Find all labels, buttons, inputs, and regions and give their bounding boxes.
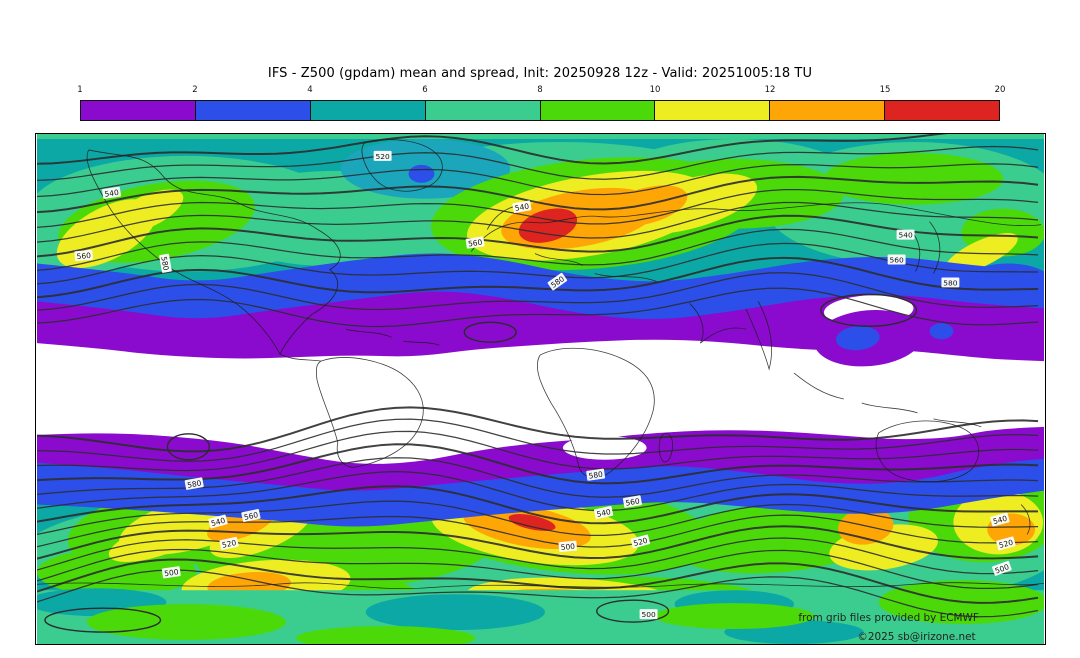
svg-text:520: 520 xyxy=(221,538,237,550)
contour-label: 540 xyxy=(512,200,532,214)
colorbar-segment xyxy=(424,101,540,120)
svg-text:540: 540 xyxy=(596,507,612,519)
svg-text:540: 540 xyxy=(210,516,226,528)
colorbar-tick-label: 10 xyxy=(649,85,661,95)
z500-contour-lines xyxy=(36,134,1039,633)
contour-label: 540 xyxy=(208,514,228,529)
colorbar-tick-label: 12 xyxy=(764,85,776,95)
contour-label: 580 xyxy=(941,277,960,287)
page-title: IFS - Z500 (gpdam) mean and spread, Init… xyxy=(267,66,813,81)
svg-text:560: 560 xyxy=(243,510,259,522)
svg-text:580: 580 xyxy=(186,478,202,489)
colorbar-tick-label: 6 xyxy=(422,85,428,95)
svg-text:520: 520 xyxy=(375,152,390,161)
svg-text:540: 540 xyxy=(992,514,1008,526)
contour-label: 540 xyxy=(896,229,915,240)
svg-text:580: 580 xyxy=(159,256,170,272)
colorbar-segment xyxy=(884,101,999,120)
contour-label: 580 xyxy=(184,477,204,490)
svg-text:520: 520 xyxy=(998,538,1014,550)
colorbar-tick-label: 8 xyxy=(537,85,543,95)
contour-label: 560 xyxy=(465,236,485,249)
svg-text:560: 560 xyxy=(467,238,483,249)
svg-text:580: 580 xyxy=(588,470,604,481)
world-map: 520 540 560 580 540 560 580 540 560 580 580 560 540 5… xyxy=(35,133,1046,645)
svg-text:500: 500 xyxy=(560,542,575,552)
svg-text:540: 540 xyxy=(514,201,530,212)
colorbar-tick-label: 2 xyxy=(192,85,198,95)
contour-label: 520 xyxy=(996,536,1016,551)
spread-fill-layer xyxy=(36,134,1045,644)
svg-text:500: 500 xyxy=(164,567,180,578)
contour-label: 500 xyxy=(558,540,578,553)
svg-text:560: 560 xyxy=(889,255,904,264)
colorbar-segment xyxy=(81,101,195,120)
contour-label: 580 xyxy=(159,253,172,273)
svg-text:500: 500 xyxy=(641,610,656,619)
svg-text:540: 540 xyxy=(898,231,913,240)
contour-label: 580 xyxy=(586,468,606,481)
contour-label: 540 xyxy=(102,186,121,199)
colorbar-tick-label: 15 xyxy=(879,85,891,95)
contour-label: 560 xyxy=(622,495,643,508)
colorbar-tick-label: 20 xyxy=(994,85,1006,95)
svg-text:520: 520 xyxy=(632,536,648,548)
colorbar-tick-label: 4 xyxy=(307,85,313,95)
contour-label: 520 xyxy=(373,150,392,161)
contour-labels-layer: 520 540 560 580 540 560 580 540 560 580 580 560 540 5… xyxy=(74,150,1016,619)
contour-label: 560 xyxy=(74,249,93,262)
colorbar-segment xyxy=(769,101,885,120)
svg-text:580: 580 xyxy=(943,278,958,287)
contour-label: 540 xyxy=(990,512,1010,527)
contour-label: 500 xyxy=(639,609,658,619)
attribution-copyright: ©2025 sb@irizone.net xyxy=(857,631,975,643)
colorbar-tick-label: 1 xyxy=(77,85,83,95)
contour-label: 520 xyxy=(630,534,651,549)
svg-text:560: 560 xyxy=(625,496,641,507)
colorbar xyxy=(80,100,1000,121)
attribution-source: from grib files provided by ECMWF xyxy=(798,612,979,624)
contour-label: 560 xyxy=(887,254,906,264)
contour-label: 540 xyxy=(593,505,614,520)
colorbar-segment xyxy=(194,101,310,120)
contour-label: 560 xyxy=(241,508,261,523)
colorbar-segment xyxy=(654,101,770,120)
svg-text:540: 540 xyxy=(104,188,120,199)
svg-text:560: 560 xyxy=(76,251,91,261)
contour-label: 500 xyxy=(161,566,181,579)
colorbar-segment xyxy=(309,101,425,120)
contour-label: 520 xyxy=(219,536,239,550)
colorbar-segment xyxy=(539,101,655,120)
